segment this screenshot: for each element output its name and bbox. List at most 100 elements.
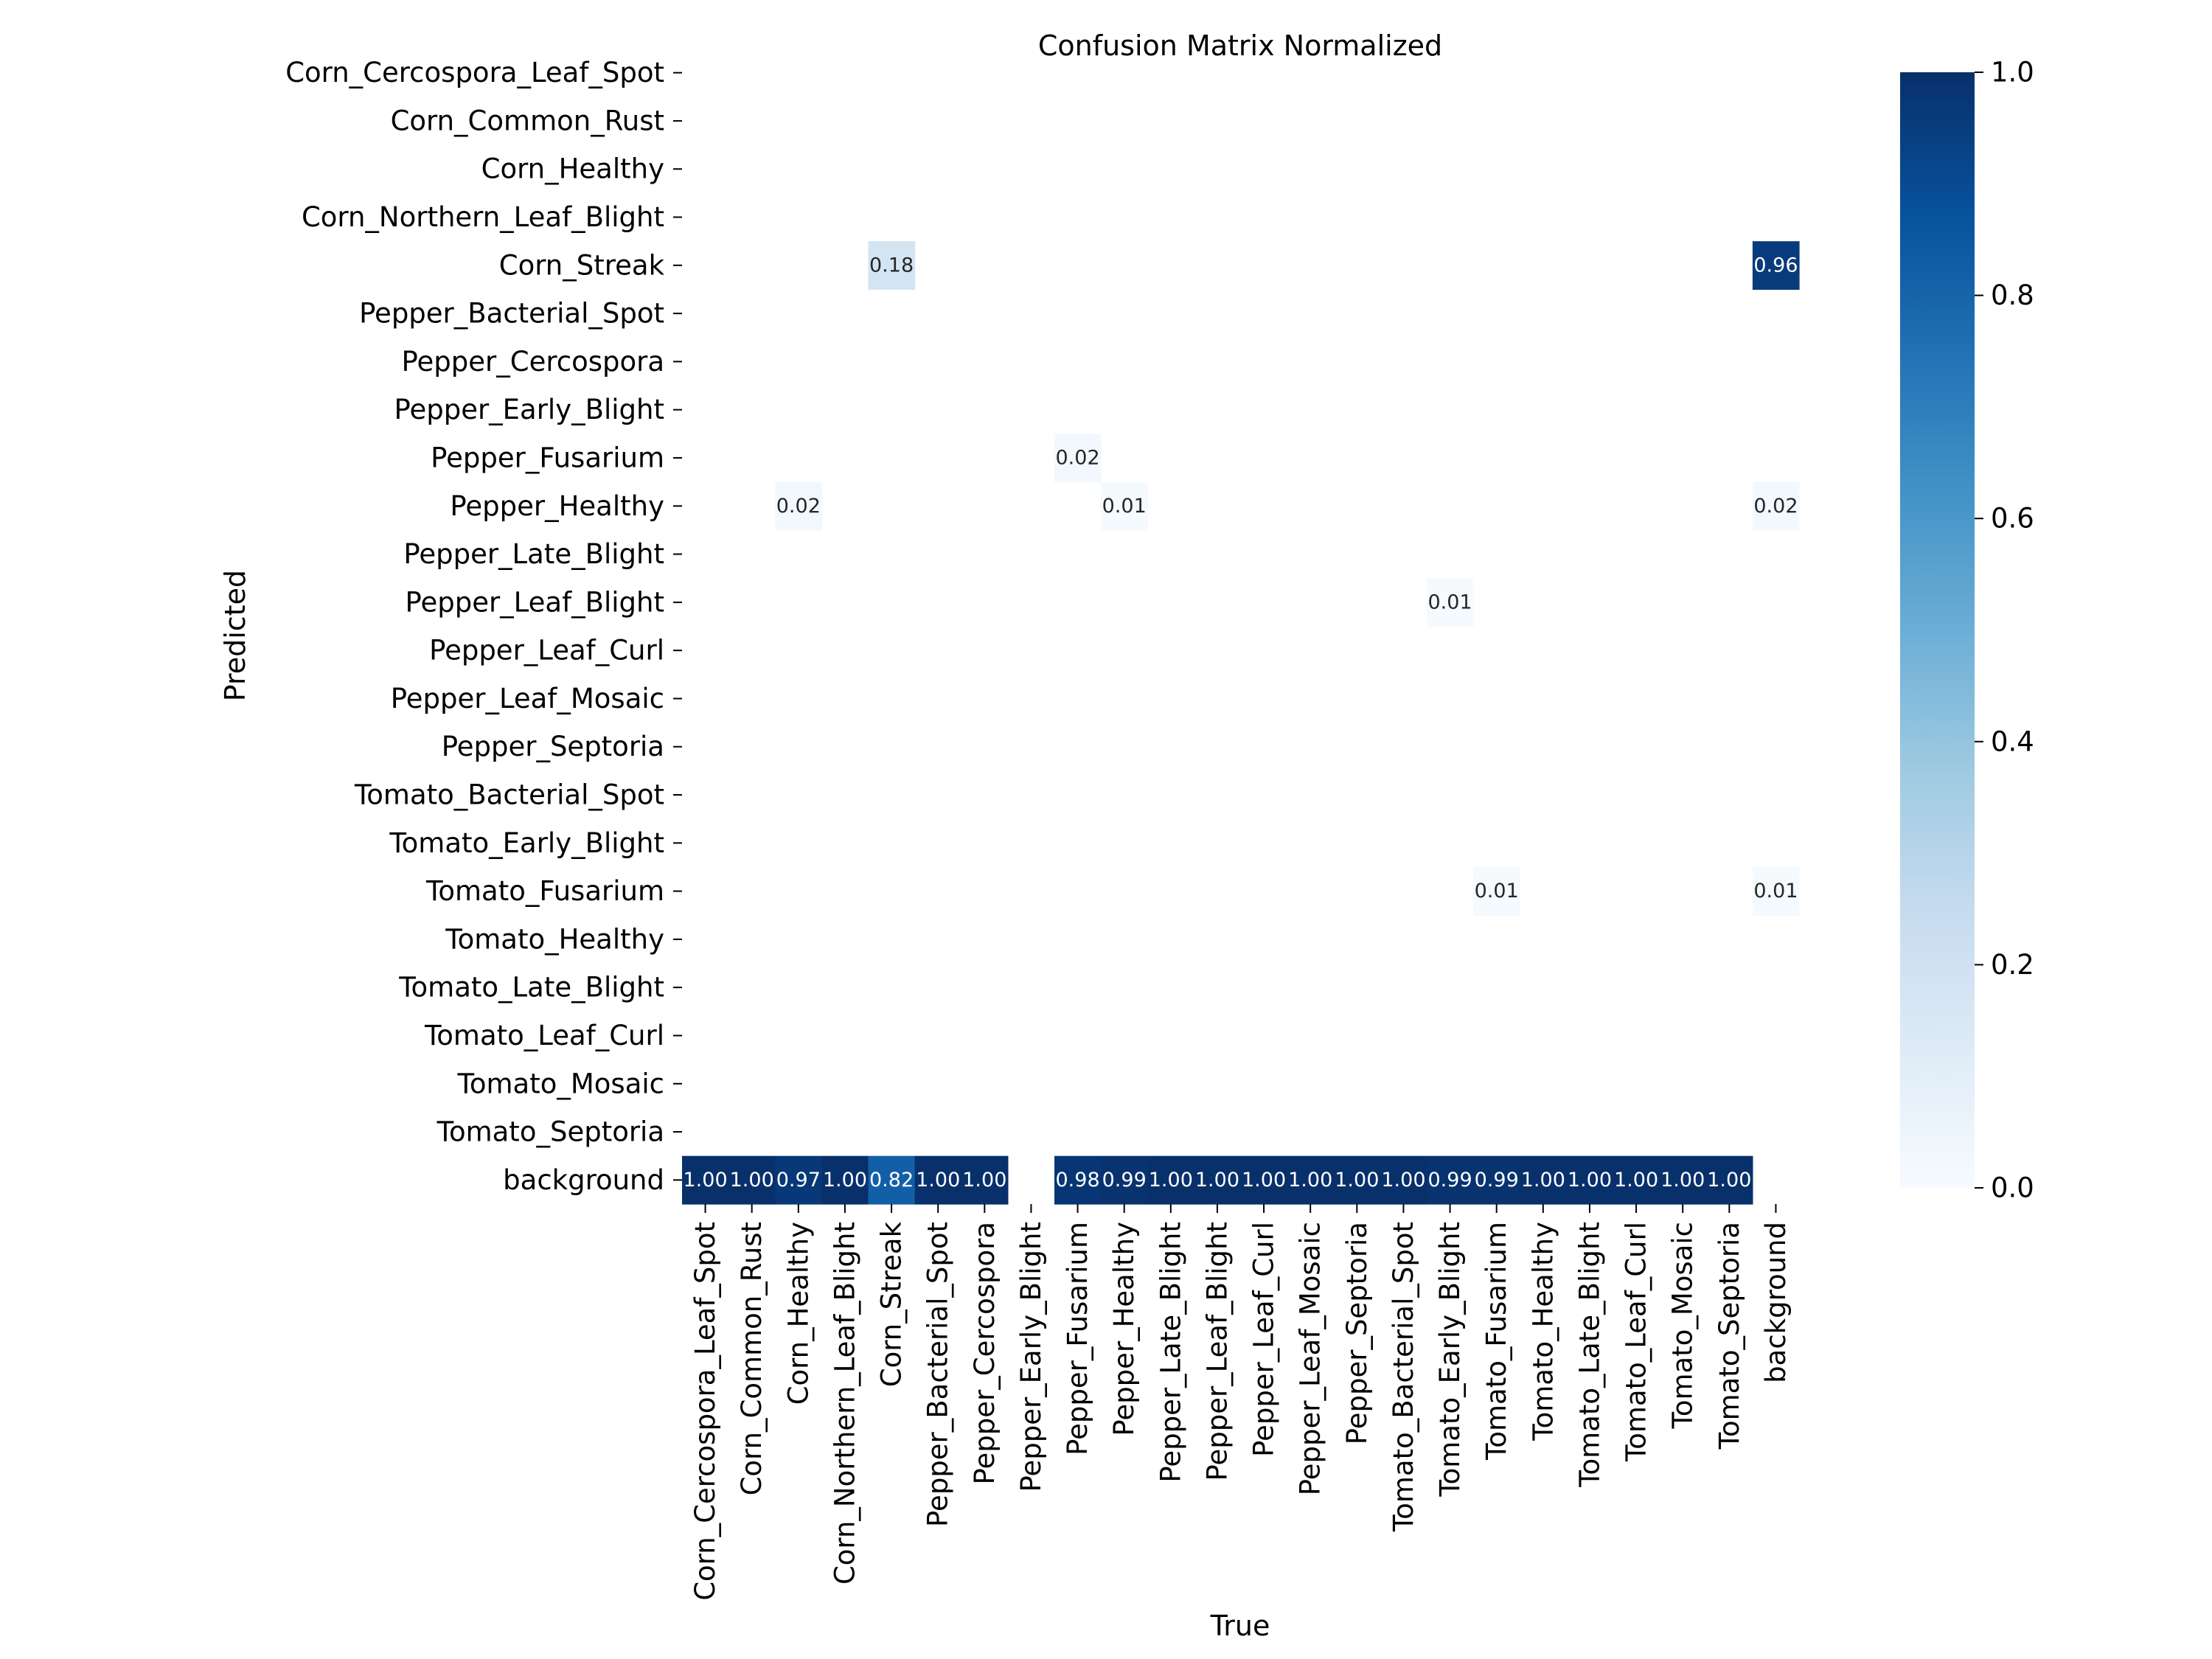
- cell-value-label: 1.00: [730, 1169, 774, 1192]
- heatmap-cell: [1054, 1155, 1102, 1205]
- y-tick-label: Pepper_Late_Blight: [403, 538, 664, 570]
- cell-value-label: 0.96: [1753, 254, 1798, 276]
- y-tick-label: Corn_Northern_Leaf_Blight: [302, 201, 664, 233]
- x-tick-label: Corn_Common_Rust: [736, 1222, 768, 1495]
- y-tick-label: Tomato_Septoria: [437, 1116, 664, 1148]
- cell-value-label: 1.00: [1381, 1169, 1425, 1192]
- heatmap-cell: [1473, 1155, 1520, 1205]
- colorbar-tick-label: 0.6: [1991, 503, 2034, 535]
- heatmap-cell: [1427, 578, 1474, 627]
- cell-value-label: 0.02: [776, 495, 821, 518]
- x-tick-label: Pepper_Leaf_Blight: [1201, 1222, 1233, 1481]
- y-tick-label: Tomato_Mosaic: [457, 1068, 664, 1099]
- cell-value-label: 0.99: [1475, 1169, 1519, 1192]
- y-tick-label: Tomato_Fusarium: [425, 875, 664, 907]
- y-tick-label: Tomato_Leaf_Curl: [424, 1020, 664, 1051]
- x-tick-label: Pepper_Bacterial_Spot: [922, 1222, 954, 1527]
- y-axis: Corn_Cercospora_Leaf_Spot Corn_Common_Rus…: [285, 57, 682, 1196]
- y-tick-label: Tomato_Bacterial_Spot: [354, 779, 664, 811]
- heatmap-cell: [1054, 434, 1102, 483]
- cell-value-label: 1.00: [1521, 1169, 1565, 1192]
- heatmap-cell: [1380, 1155, 1427, 1205]
- chart-title: Confusion Matrix Normalized: [1038, 29, 1442, 62]
- cell-value-label: 0.82: [869, 1169, 914, 1192]
- y-tick-label: Corn_Streak: [499, 249, 665, 281]
- x-axis: Corn_Cercospora_Leaf_Spot Corn_Common_Rus…: [689, 1204, 1792, 1601]
- y-tick-label: Tomato_Early_Blight: [389, 827, 664, 859]
- x-tick-label: Tomato_Leaf_Curl: [1621, 1222, 1652, 1462]
- cell-value-label: 1.00: [1335, 1169, 1379, 1192]
- x-tick-label: background: [1760, 1222, 1792, 1383]
- heatmap-cell: [961, 1155, 1009, 1205]
- cell-value-label: 1.00: [1288, 1169, 1332, 1192]
- x-tick-label: Tomato_Healthy: [1527, 1222, 1559, 1441]
- heatmap-cell: [1101, 481, 1148, 531]
- heatmap-cell: [1194, 1155, 1242, 1205]
- x-tick-label: Pepper_Cercospora: [969, 1222, 1001, 1484]
- heatmap-cell: [1613, 1155, 1660, 1205]
- x-tick-label: Pepper_Leaf_Mosaic: [1295, 1222, 1326, 1495]
- x-tick-label: Corn_Cercospora_Leaf_Spot: [689, 1222, 721, 1601]
- y-tick-label: background: [503, 1164, 664, 1196]
- y-tick-label: Pepper_Cercospora: [402, 346, 664, 378]
- heatmap-cell: [682, 1155, 729, 1205]
- y-tick-label: Corn_Healthy: [481, 153, 664, 185]
- heatmap-cell: [1473, 866, 1520, 916]
- cell-value-label: 0.97: [776, 1169, 821, 1192]
- colorbar-tick-label: 0.2: [1991, 949, 2034, 981]
- heatmap-cell: [1427, 1155, 1474, 1205]
- y-tick-label: Pepper_Leaf_Mosaic: [391, 683, 664, 714]
- heatmap-cell: [868, 241, 916, 291]
- cell-value-label: 1.00: [1614, 1169, 1658, 1192]
- x-axis-label: True: [1210, 1610, 1270, 1642]
- x-tick-label: Pepper_Leaf_Curl: [1248, 1222, 1280, 1457]
- cell-value-label: 0.01: [1428, 591, 1472, 613]
- y-tick-label: Tomato_Healthy: [445, 923, 664, 955]
- heatmap-cell: [1659, 1155, 1707, 1205]
- cell-value-label: 1.00: [916, 1169, 960, 1192]
- x-tick-label: Pepper_Late_Blight: [1155, 1222, 1186, 1483]
- y-tick-label: Pepper_Septoria: [442, 731, 664, 762]
- colorbar-tick-label: 0.8: [1991, 279, 2034, 311]
- heatmap-cell: [821, 1155, 869, 1205]
- colorbar: 0.0 0.2 0.4 0.6 0.8 1.0: [1900, 57, 2034, 1204]
- heatmap-cell: [1752, 481, 1800, 531]
- cell-value-label: 0.02: [1056, 446, 1100, 469]
- y-tick-label: Corn_Cercospora_Leaf_Spot: [285, 57, 664, 88]
- heatmap-cell: [1752, 866, 1800, 916]
- cell-value-label: 0.99: [1428, 1169, 1472, 1192]
- colorbar-tick-label: 1.0: [1991, 57, 2034, 88]
- heatmap-cell: [1333, 1155, 1381, 1205]
- x-tick-label: Tomato_Mosaic: [1667, 1222, 1699, 1429]
- cell-value-label: 1.00: [1660, 1169, 1705, 1192]
- colorbar-tick-label: 0.4: [1991, 726, 2034, 757]
- cell-value-label: 1.00: [823, 1169, 867, 1192]
- heatmap-cell: [775, 1155, 822, 1205]
- heatmap-cell: [728, 1155, 776, 1205]
- cell-value-label: 1.00: [1707, 1169, 1751, 1192]
- heatmap-cell: [1101, 1155, 1148, 1205]
- x-tick-label: Corn_Healthy: [782, 1222, 814, 1405]
- heatmap-cell: [1147, 1155, 1194, 1205]
- x-tick-label: Pepper_Septoria: [1341, 1222, 1373, 1444]
- cell-value-label: 0.99: [1102, 1169, 1147, 1192]
- colorbar-gradient: [1900, 72, 1975, 1188]
- x-tick-label: Corn_Northern_Leaf_Blight: [829, 1222, 860, 1585]
- x-tick-label: Tomato_Fusarium: [1481, 1222, 1512, 1461]
- heatmap-cell: [775, 481, 822, 531]
- cell-value-label: 0.01: [1753, 880, 1798, 902]
- y-tick-label: Pepper_Leaf_Curl: [429, 635, 664, 667]
- x-tick-label: Pepper_Early_Blight: [1015, 1222, 1047, 1492]
- y-tick-label: Pepper_Healthy: [450, 490, 664, 522]
- cell-value-label: 1.00: [1195, 1169, 1239, 1192]
- y-tick-label: Tomato_Late_Blight: [398, 972, 664, 1004]
- heatmap-cell: [1240, 1155, 1288, 1205]
- heatmap-cell: [1287, 1155, 1335, 1205]
- x-tick-label: Tomato_Septoria: [1714, 1222, 1745, 1450]
- y-tick-label: Pepper_Fusarium: [431, 442, 664, 473]
- cell-value-label: 1.00: [1242, 1169, 1286, 1192]
- x-tick-label: Pepper_Fusarium: [1062, 1222, 1093, 1455]
- cell-value-label: 1.00: [1149, 1169, 1193, 1192]
- cell-value-label: 0.01: [1475, 880, 1519, 902]
